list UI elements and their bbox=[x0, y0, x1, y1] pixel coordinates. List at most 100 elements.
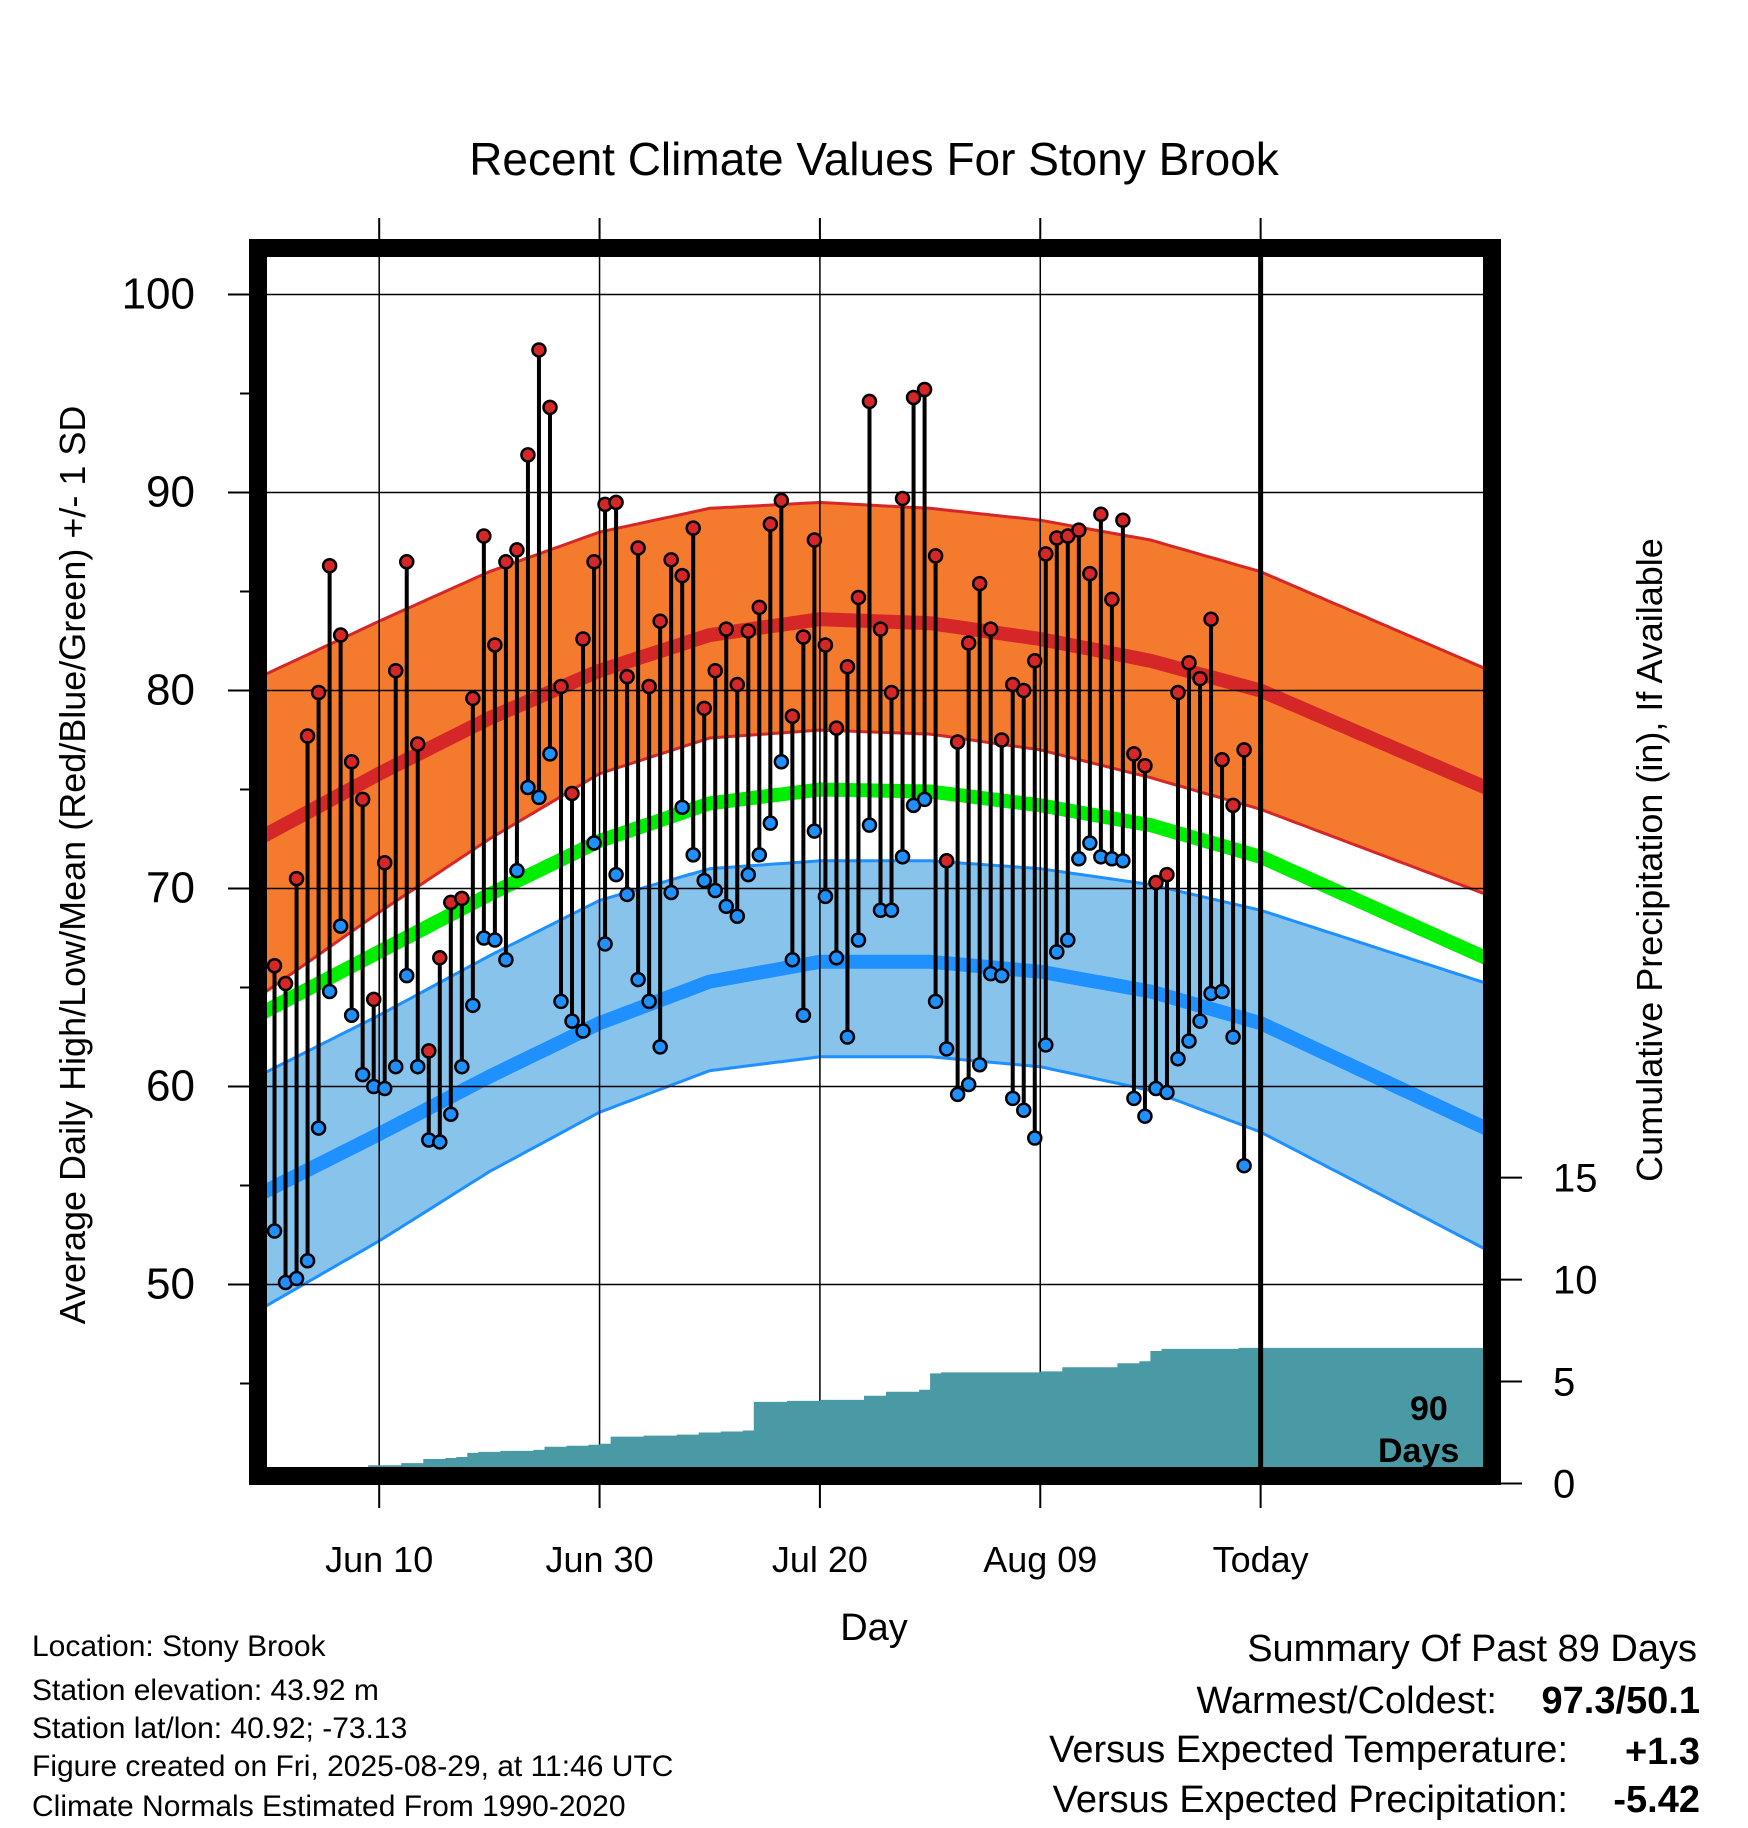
daily-high-point bbox=[1236, 742, 1252, 758]
daily-high-point bbox=[817, 637, 834, 653]
y2-tick-label: 0 bbox=[1553, 1463, 1575, 1507]
daily-high-point bbox=[850, 589, 867, 606]
daily-high-point bbox=[1170, 684, 1186, 701]
daily-low-point bbox=[454, 1058, 470, 1075]
grid-lines bbox=[258, 248, 1492, 1476]
daily-low-point bbox=[619, 886, 635, 903]
daily-high-point bbox=[894, 490, 911, 507]
daily-low-point bbox=[795, 1007, 812, 1023]
low-sd-band bbox=[258, 860, 1492, 1311]
daily-high-point bbox=[696, 700, 712, 717]
chart-title: Recent Climate Values For Stony Brook bbox=[469, 133, 1280, 185]
low-mean-line bbox=[258, 954, 1492, 1202]
climate-normals-note: Climate Normals Estimated From 1990-2020 bbox=[32, 1790, 626, 1823]
daily-high-point bbox=[487, 637, 503, 653]
daily-high-point bbox=[740, 623, 757, 639]
daily-low-point bbox=[575, 1023, 591, 1039]
daily-low-point bbox=[387, 1058, 404, 1075]
daily-high-point bbox=[332, 627, 349, 643]
daily-high-point bbox=[685, 520, 701, 536]
daily-low-point bbox=[685, 847, 701, 863]
daily-low-point bbox=[564, 1013, 580, 1029]
today-days-label-line2: Days bbox=[1378, 1432, 1459, 1470]
daily-low-point bbox=[498, 952, 514, 968]
daily-low-point bbox=[1170, 1051, 1186, 1067]
daily-high-point bbox=[1104, 591, 1120, 608]
daily-low-point bbox=[608, 866, 624, 883]
today-days-label-line1: 90 bbox=[1410, 1390, 1448, 1428]
daily-high-point bbox=[564, 785, 580, 802]
daily-low-point bbox=[288, 1270, 305, 1287]
y-tick-label: 100 bbox=[122, 270, 195, 319]
y-axis-label: Average Daily High/Low/Mean (Red/Blue/Gr… bbox=[52, 406, 93, 1325]
summary-panel: Summary Of Past 89 Days Warmest/Coldest:… bbox=[1049, 1628, 1700, 1821]
daily-high-point bbox=[421, 1043, 437, 1059]
daily-high-point bbox=[1203, 611, 1219, 627]
x-axis: Jun 10 Jun 30 Jul 20 Aug 09 Today bbox=[325, 218, 1309, 1580]
daily-high-point bbox=[1192, 670, 1208, 687]
x-tick-label: Aug 09 bbox=[983, 1539, 1097, 1580]
daily-low-point bbox=[410, 1058, 426, 1075]
daily-low-point bbox=[509, 862, 525, 879]
daily-low-point bbox=[938, 1041, 955, 1057]
daily-low-point bbox=[740, 866, 757, 883]
daily-high-point bbox=[1137, 757, 1153, 774]
daily-high-point bbox=[1214, 752, 1230, 768]
x-tick-label: Today bbox=[1213, 1539, 1309, 1580]
daily-low-point bbox=[1214, 983, 1230, 1000]
y-tick-label: 80 bbox=[146, 666, 195, 715]
y2-axis-label: Cumulative Precipitation (in), If Availa… bbox=[1629, 538, 1670, 1182]
daily-low-point bbox=[266, 1223, 283, 1239]
daily-high-point bbox=[1093, 506, 1109, 523]
summary-precip-label: Versus Expected Precipitation: bbox=[1053, 1779, 1568, 1821]
daily-high-point bbox=[729, 676, 746, 693]
daily-high-point bbox=[520, 447, 536, 463]
daily-low-point bbox=[487, 932, 503, 948]
daily-low-point bbox=[1049, 944, 1065, 960]
daily-high-point bbox=[619, 668, 635, 685]
daily-low-point bbox=[927, 993, 944, 1010]
daily-low-point bbox=[520, 779, 536, 796]
daily-low-point bbox=[729, 908, 746, 924]
daily-low-point bbox=[971, 1056, 988, 1073]
daily-observations bbox=[266, 342, 1252, 1291]
y-axis: 50 60 70 80 90 100 bbox=[122, 270, 250, 1385]
daily-high-point bbox=[321, 558, 338, 574]
summary-title: Summary Of Past 89 Days bbox=[1247, 1628, 1697, 1670]
daily-high-point bbox=[971, 575, 988, 592]
y-tick-label: 50 bbox=[146, 1260, 195, 1309]
daily-low-point bbox=[542, 746, 558, 762]
daily-low-point bbox=[784, 952, 801, 968]
daily-low-point bbox=[850, 932, 867, 948]
daily-low-point bbox=[1015, 1102, 1032, 1119]
daily-high-point bbox=[773, 492, 790, 509]
daily-high-point bbox=[476, 528, 492, 544]
x-tick-label: Jun 30 bbox=[546, 1539, 654, 1580]
daily-high-point bbox=[310, 684, 327, 701]
daily-low-point bbox=[443, 1106, 459, 1122]
daily-low-point bbox=[1236, 1157, 1252, 1174]
daily-low-point bbox=[432, 1134, 448, 1150]
daily-high-point bbox=[387, 662, 404, 679]
y2-tick-label: 5 bbox=[1553, 1361, 1575, 1405]
daily-low-point bbox=[553, 993, 569, 1010]
high-sd-band bbox=[258, 502, 1492, 998]
daily-high-point bbox=[718, 621, 735, 637]
daily-high-point bbox=[784, 708, 801, 724]
daily-high-point bbox=[1159, 866, 1175, 883]
daily-high-point bbox=[883, 684, 900, 701]
station-info: Location: Stony Brook Station elevation:… bbox=[32, 1630, 673, 1823]
daily-low-point bbox=[828, 950, 845, 966]
y-tick-label: 70 bbox=[146, 864, 195, 913]
daily-low-point bbox=[1004, 1090, 1021, 1107]
daily-high-point bbox=[398, 554, 415, 570]
daily-high-point bbox=[905, 389, 922, 406]
daily-low-point bbox=[630, 971, 646, 988]
daily-high-point bbox=[586, 554, 602, 570]
daily-high-point bbox=[1038, 546, 1054, 562]
daily-high-point bbox=[354, 791, 371, 808]
daily-low-point bbox=[663, 884, 679, 901]
plot-frame bbox=[249, 239, 1501, 1485]
daily-high-point bbox=[1126, 746, 1142, 762]
daily-low-point bbox=[949, 1086, 966, 1103]
